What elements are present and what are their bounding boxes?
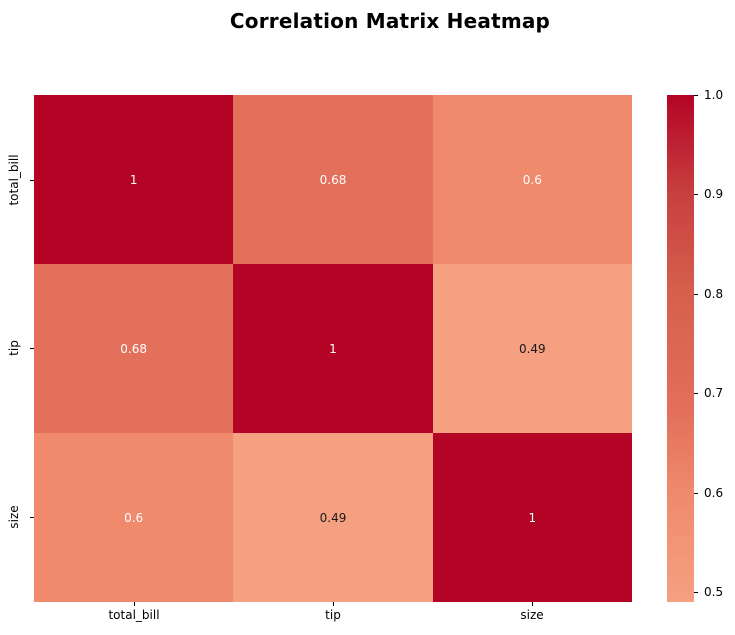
colorbar-tick-mark xyxy=(694,95,698,96)
chart-title: Correlation Matrix Heatmap xyxy=(229,9,551,33)
x-tick-mark xyxy=(134,602,135,606)
cell-annotation: 0.68 xyxy=(319,172,347,187)
heatmap-cell-size-total_bill: 0.6 xyxy=(34,433,234,602)
y-axis-label: size xyxy=(7,505,21,529)
colorbar-tick-mark xyxy=(694,294,698,295)
heatmap-cell-total_bill-tip: 0.68 xyxy=(233,95,433,264)
y-axis-label: tip xyxy=(7,340,21,356)
colorbar-tick-label: 0.6 xyxy=(704,486,724,500)
colorbar-tick-label: 0.9 xyxy=(704,187,724,201)
x-axis-label: tip xyxy=(325,608,341,622)
cell-annotation: 1 xyxy=(329,341,337,356)
colorbar xyxy=(667,95,694,602)
y-tick-mark xyxy=(30,517,34,518)
y-axis-label: total_bill xyxy=(7,154,21,206)
cell-annotation: 0.68 xyxy=(120,341,148,356)
x-axis-label: size xyxy=(520,608,544,622)
cell-annotation: 0.49 xyxy=(319,510,347,525)
heatmap-cell-total_bill-size: 0.6 xyxy=(432,95,632,264)
cell-annotation: 0.6 xyxy=(522,172,542,187)
colorbar-tick-mark xyxy=(694,194,698,195)
heatmap-grid: 1 0.68 0.6 0.68 1 0.49 0.6 0.49 1 xyxy=(34,95,632,602)
y-tick-mark xyxy=(30,348,34,349)
cell-annotation: 1 xyxy=(528,510,537,525)
heatmap-cell-tip-tip: 1 xyxy=(233,264,433,433)
heatmap-cell-tip-size: 0.49 xyxy=(432,264,632,433)
y-tick-mark xyxy=(30,180,34,181)
x-tick-mark xyxy=(532,602,533,606)
cell-annotation: 1 xyxy=(129,172,138,187)
cell-annotation: 0.6 xyxy=(124,510,144,525)
colorbar-tick-label: 1.0 xyxy=(704,88,724,102)
colorbar-tick-label: 0.7 xyxy=(704,386,724,400)
colorbar-tick-label: 0.5 xyxy=(704,585,724,599)
heatmap-cell-size-tip: 0.49 xyxy=(233,433,433,602)
colorbar-tick-mark xyxy=(694,493,698,494)
x-axis-label: total_bill xyxy=(108,608,160,622)
cell-annotation: 0.49 xyxy=(518,341,546,356)
heatmap-cell-tip-total_bill: 0.68 xyxy=(34,264,234,433)
colorbar-tick-mark xyxy=(694,393,698,394)
heatmap-cell-total_bill-total_bill: 1 xyxy=(34,95,234,264)
heatmap-cell-size-size: 1 xyxy=(432,433,632,602)
colorbar-tick-label: 0.8 xyxy=(704,287,724,301)
colorbar-tick-mark xyxy=(694,592,698,593)
x-tick-mark xyxy=(333,602,334,606)
